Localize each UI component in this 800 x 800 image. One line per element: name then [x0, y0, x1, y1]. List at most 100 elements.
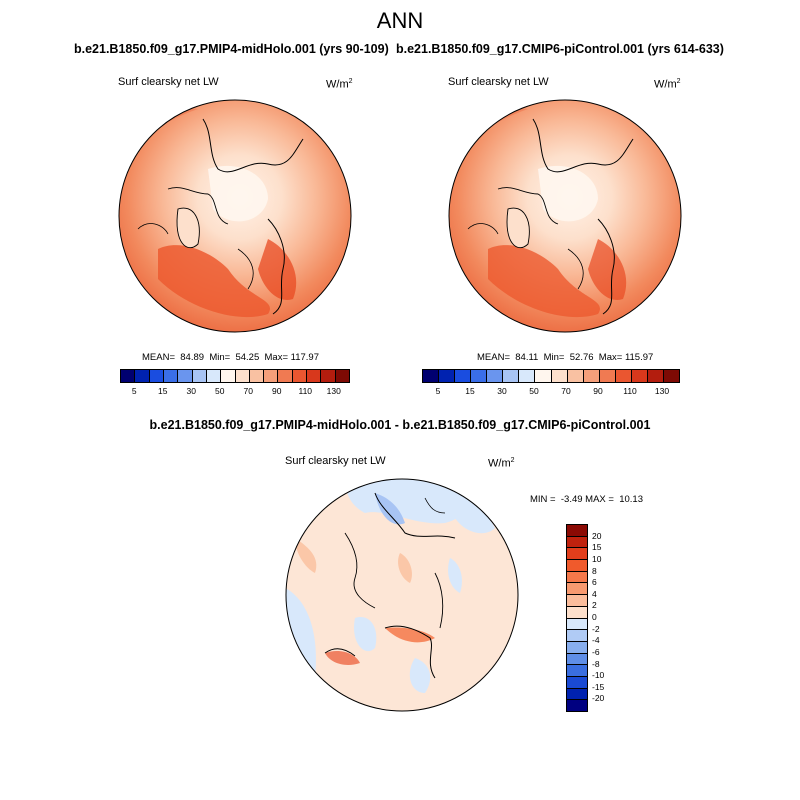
- colorbar-swatch-5: [192, 370, 207, 382]
- colorbar-swatch-5: [503, 370, 520, 382]
- diff-colorbar-swatch-7: [567, 606, 587, 619]
- diff-colorbar-swatch-14: [567, 688, 587, 701]
- colorbar-swatch-14: [647, 370, 664, 382]
- panel2-case-title: b.e21.B1850.f09_g17.CMIP6-piControl.001 …: [396, 42, 724, 56]
- diff-polar-map: [285, 478, 519, 712]
- colorbar-swatch-9: [567, 370, 584, 382]
- colorbar-tick-label: 70: [561, 386, 571, 396]
- diff-units: W/m2: [488, 457, 515, 470]
- diff-colorbar-tick-label: -6: [592, 646, 600, 657]
- panel1-stats: MEAN= 84.89 Min= 54.25 Max= 117.97: [142, 352, 319, 363]
- colorbar-swatch-11: [278, 370, 293, 382]
- colorbar-swatch-13: [631, 370, 648, 382]
- colorbar-swatch-11: [599, 370, 616, 382]
- colorbar-swatch-4: [487, 370, 504, 382]
- diff-colorbar-tick-label: 6: [592, 577, 597, 588]
- colorbar-swatch-8: [551, 370, 568, 382]
- diff-colorbar-tick-label: -8: [592, 658, 600, 669]
- panel1-colorbar-ticks: 5 15 30 50 70 90 110 130: [120, 386, 348, 398]
- colorbar-swatch-14: [321, 370, 336, 382]
- diff-colorbar-tick-label: -20: [592, 693, 605, 704]
- diff-colorbar-tick-label: -4: [592, 635, 600, 646]
- diff-colorbar-swatch-8: [567, 618, 587, 631]
- diff-colorbar-tick-label: 20: [592, 530, 602, 541]
- colorbar-tick-label: 50: [215, 386, 225, 396]
- colorbar-swatch-7: [535, 370, 552, 382]
- colorbar-swatch-0: [121, 370, 136, 382]
- diff-colorbar-tick-label: 4: [592, 588, 597, 599]
- colorbar-tick-label: 15: [465, 386, 475, 396]
- colorbar-tick-label: 30: [497, 386, 507, 396]
- colorbar-tick-label: 70: [243, 386, 253, 396]
- colorbar-tick-label: 50: [529, 386, 539, 396]
- diff-colorbar-swatch-6: [567, 595, 587, 607]
- diff-colorbar-swatch-4: [567, 571, 587, 584]
- colorbar-swatch-12: [292, 370, 308, 382]
- diff-colorbar-swatch-1: [567, 536, 587, 549]
- diff-colorbar-tick-label: 8: [592, 565, 597, 576]
- colorbar-swatch-12: [615, 370, 632, 382]
- diff-case-title: b.e21.B1850.f09_g17.PMIP4-midHolo.001 - …: [149, 418, 651, 432]
- colorbar-swatch-9: [249, 370, 265, 382]
- panel2-colorbar-ticks: 5 15 30 50 70 90 110 130: [422, 386, 678, 398]
- diff-colorbar-tick-label: -10: [592, 670, 605, 681]
- diff-minmax: MIN = -3.49 MAX = 10.13: [530, 494, 643, 505]
- panel2-units: W/m2: [654, 78, 681, 91]
- panel1-polar-map: [118, 99, 352, 333]
- diff-variable-label: Surf clearsky net LW: [285, 455, 386, 467]
- colorbar-swatch-6: [519, 370, 536, 382]
- colorbar-swatch-1: [439, 370, 456, 382]
- panel2-variable-label: Surf clearsky net LW: [448, 76, 549, 88]
- diff-colorbar-swatch-15: [567, 700, 587, 711]
- panel2-polar-map: [448, 99, 682, 333]
- diff-colorbar-swatch-12: [567, 665, 587, 677]
- colorbar-tick-label: 130: [326, 386, 341, 396]
- colorbar-swatch-15: [335, 370, 349, 382]
- panel1-case-title: b.e21.B1850.f09_g17.PMIP4-midHolo.001 (y…: [74, 42, 389, 56]
- diff-colorbar-swatch-5: [567, 583, 587, 596]
- diff-colorbar-tick-label: 0: [592, 612, 597, 622]
- colorbar-swatch-6: [206, 370, 222, 382]
- diff-colorbar-swatch-13: [567, 676, 587, 689]
- colorbar-swatch-2: [149, 370, 164, 382]
- diff-colorbar: [566, 524, 588, 712]
- figure-title: ANN: [376, 8, 424, 33]
- colorbar-swatch-3: [163, 370, 179, 382]
- diff-colorbar-swatch-2: [567, 548, 587, 561]
- diff-colorbar-ticks: 20 15 10 8 6 4 2 0 -2 -4 -6 -8 -10 -15 -20: [592, 524, 622, 710]
- panel1-variable-label: Surf clearsky net LW: [118, 76, 219, 88]
- colorbar-swatch-7: [221, 370, 236, 382]
- colorbar-tick-label: 130: [654, 386, 670, 396]
- colorbar-tick-label: 110: [298, 386, 313, 396]
- diff-colorbar-swatch-9: [567, 630, 587, 642]
- colorbar-swatch-1: [135, 370, 150, 382]
- diff-colorbar-swatch-3: [567, 560, 587, 572]
- diff-colorbar-swatch-11: [567, 653, 587, 666]
- diff-colorbar-tick-label: 15: [592, 542, 602, 553]
- panel1-colorbar: [120, 369, 350, 383]
- colorbar-swatch-8: [235, 370, 250, 382]
- diff-colorbar-tick-label: 2: [592, 600, 597, 611]
- colorbar-swatch-13: [307, 370, 322, 382]
- colorbar-swatch-2: [455, 370, 472, 382]
- colorbar-swatch-0: [423, 370, 440, 382]
- colorbar-tick-label: 90: [272, 386, 282, 396]
- colorbar-tick-label: 5: [435, 386, 441, 396]
- panel2-colorbar: [422, 369, 680, 383]
- colorbar-swatch-10: [583, 370, 600, 382]
- panel1-units: W/m2: [326, 78, 353, 91]
- colorbar-tick-label: 110: [623, 386, 637, 396]
- colorbar-swatch-10: [264, 370, 279, 382]
- colorbar-tick-label: 90: [593, 386, 603, 396]
- diff-colorbar-tick-label: -15: [592, 681, 605, 692]
- panel2-stats: MEAN= 84.11 Min= 52.76 Max= 115.97: [477, 352, 654, 363]
- colorbar-tick-label: 5: [131, 386, 137, 396]
- diff-colorbar-swatch-0: [567, 525, 587, 537]
- diff-colorbar-swatch-10: [567, 641, 587, 654]
- colorbar-swatch-15: [663, 370, 679, 382]
- colorbar-tick-label: 30: [186, 386, 196, 396]
- colorbar-tick-label: 15: [158, 386, 168, 396]
- colorbar-swatch-4: [178, 370, 193, 382]
- colorbar-swatch-3: [471, 370, 488, 382]
- diff-colorbar-tick-label: 10: [592, 553, 602, 564]
